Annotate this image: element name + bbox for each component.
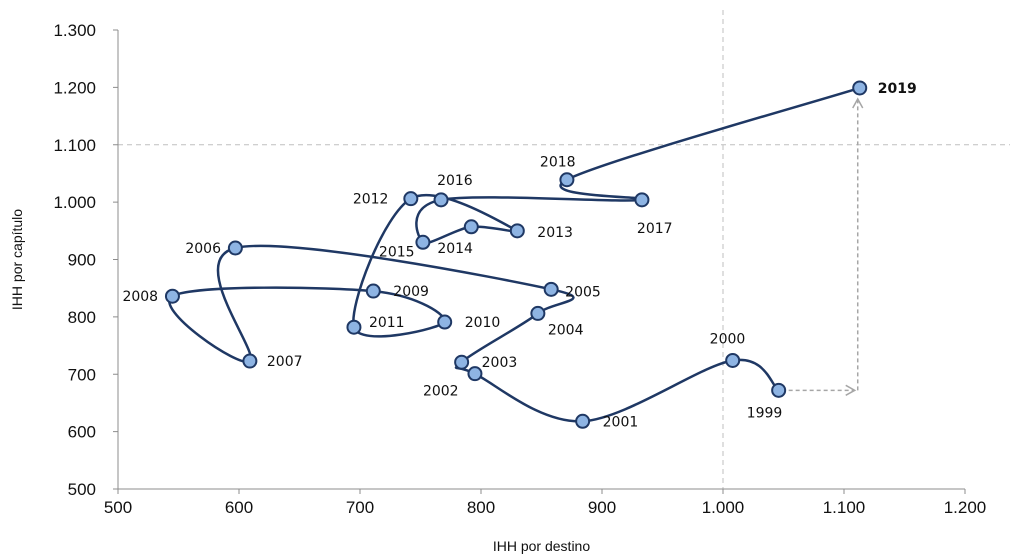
data-point (164, 288, 180, 304)
data-point (227, 240, 243, 256)
data-point (725, 352, 741, 368)
point-label: 2014 (437, 241, 473, 257)
y-tick-label: 1.000 (53, 193, 96, 212)
reference-lines (118, 10, 1010, 489)
x-tick-label: 500 (104, 498, 132, 517)
x-axis-title: IHH por destino (493, 538, 590, 554)
point-labels: 1999 2000 2001 2002 2003 2004 2005 2006 2007 2008… (122, 81, 916, 430)
data-point (463, 219, 479, 235)
data-point (454, 354, 470, 370)
x-tick-labels: 500 600 700 800 900 1.000 1.100 1.200 (104, 489, 986, 517)
data-point (242, 353, 258, 369)
point-label: 2001 (603, 414, 639, 430)
y-tick-label: 1.100 (53, 136, 96, 155)
data-point (559, 172, 575, 188)
point-label: 2006 (185, 241, 221, 257)
trend-arrows (788, 97, 864, 396)
data-point (346, 319, 362, 335)
y-tick-label: 1.200 (53, 78, 96, 97)
x-tick-label: 1.100 (823, 498, 866, 517)
data-point (530, 305, 546, 321)
point-label: 2011 (369, 315, 405, 331)
x-tick-label: 1.000 (702, 498, 745, 517)
data-point (437, 314, 453, 330)
data-point (543, 281, 559, 297)
y-tick-label: 800 (68, 308, 96, 327)
data-point (509, 223, 525, 239)
point-label: 2004 (548, 322, 584, 338)
point-label: 2003 (482, 355, 518, 371)
x-tick-label: 800 (467, 498, 495, 517)
point-label: 2002 (423, 384, 459, 400)
axes (117, 30, 965, 490)
y-tick-label: 900 (68, 251, 96, 270)
y-axis-title: IHH por capítulo (9, 209, 25, 310)
x-tick-label: 600 (225, 498, 253, 517)
data-point (575, 413, 591, 429)
data-point (467, 366, 483, 382)
point-label: 2019 (878, 81, 917, 97)
point-label: 2012 (353, 192, 389, 208)
y-tick-label: 500 (68, 480, 96, 499)
point-label: 2013 (537, 225, 573, 241)
y-tick-label: 600 (68, 423, 96, 442)
point-label: 2016 (437, 173, 473, 189)
point-label: 2017 (637, 221, 673, 237)
x-tick-label: 1.200 (944, 498, 987, 517)
point-label: 2000 (710, 331, 746, 347)
y-tick-labels: 500 600 700 800 900 1.000 1.100 1.200 1.300 (53, 21, 118, 499)
data-point (433, 192, 449, 208)
x-tick-label: 700 (346, 498, 374, 517)
data-point (365, 283, 381, 299)
data-point (771, 382, 787, 398)
point-label: 2005 (565, 284, 601, 300)
data-point (852, 80, 868, 96)
point-label: 2010 (465, 315, 501, 331)
point-label: 1999 (747, 405, 783, 421)
point-label: 2015 (379, 244, 415, 260)
x-tick-label: 900 (588, 498, 616, 517)
data-point (415, 234, 431, 250)
y-tick-label: 1.300 (53, 21, 96, 40)
point-label: 2009 (393, 284, 429, 300)
point-label: 2008 (122, 289, 158, 305)
series-line (168, 86, 861, 423)
point-label: 2007 (267, 354, 303, 370)
point-label: 2018 (540, 155, 576, 171)
y-tick-label: 700 (68, 365, 96, 384)
data-point (403, 191, 419, 207)
data-point (634, 192, 650, 208)
data-points (164, 80, 868, 429)
